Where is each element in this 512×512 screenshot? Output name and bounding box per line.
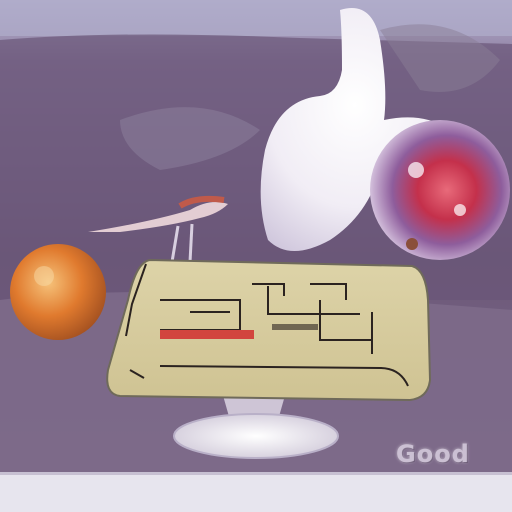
- bird-red-wing: [178, 195, 225, 209]
- small-moon: [406, 238, 418, 250]
- bird-leg: [188, 223, 194, 263]
- plan-detail: [272, 324, 318, 330]
- floor-plan-tray: [106, 258, 432, 402]
- red-plan-bar: [160, 330, 254, 339]
- white-swan-sculpture: [260, 8, 470, 251]
- planet-highlight: [34, 266, 54, 286]
- floor-plan-sketch: [125, 263, 409, 387]
- caption-text: Good: [396, 440, 470, 468]
- nebula-sphere: [370, 120, 510, 260]
- bird-leg: [170, 225, 180, 263]
- bird-body: [88, 202, 228, 232]
- nebula-star: [408, 162, 424, 178]
- orange-planet-sphere: [10, 244, 106, 340]
- bottom-bar-edge: [0, 472, 512, 475]
- foliage-shadow: [120, 107, 260, 170]
- bottom-white-bar: [0, 472, 512, 512]
- nebula-star: [454, 204, 466, 216]
- foliage-shadow-right: [380, 24, 500, 92]
- glass-stand-base: [173, 413, 339, 459]
